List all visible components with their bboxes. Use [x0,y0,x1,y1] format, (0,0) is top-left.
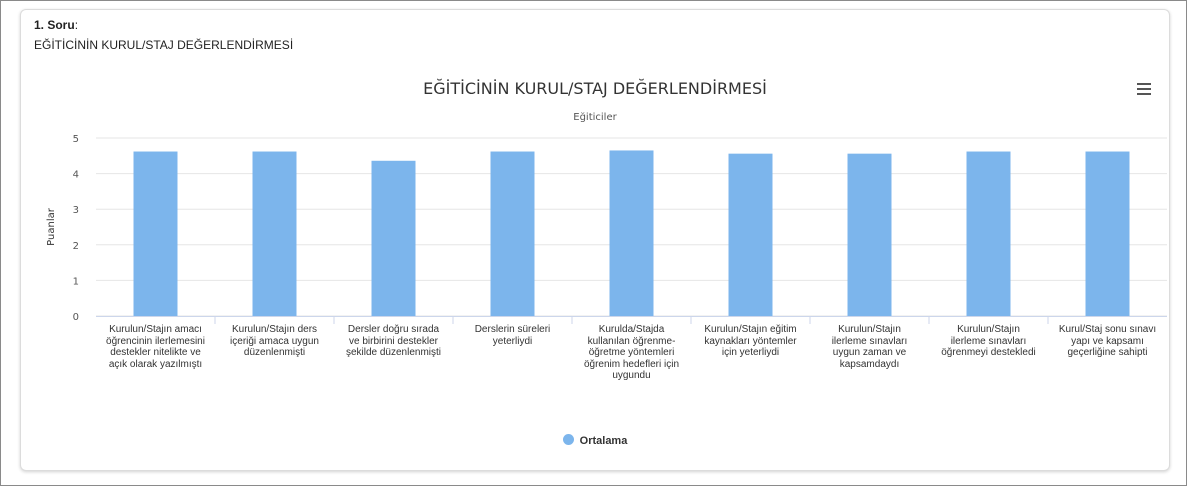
y-tick-label: 4 [73,170,79,181]
x-tick-label: Kurulun/Stajın amacı öğrencinin ilerleme… [106,324,205,370]
y-axis-label: Puanlar [46,207,57,246]
chart-container: EĞİTİCİNİN KURUL/STAJ DEĞERLENDİRMESİ Eği… [21,10,1169,470]
chart-title: EĞİTİCİNİN KURUL/STAJ DEĞERLENDİRMESİ [423,79,767,98]
x-tick-label: Derslerin süreleri yeterliydi [474,324,551,347]
bar-chart: EĞİTİCİNİN KURUL/STAJ DEĞERLENDİRMESİ Eği… [46,79,1167,324]
x-tick-label: Kurul/Staj sonu sınavı yapı ve kapsamı g… [1058,324,1157,358]
bar [252,151,297,316]
bar [728,153,773,316]
x-tick-label: Dersler doğru sırada ve birbirini destek… [345,324,442,358]
question-text: EĞİTİCİNİN KURUL/STAJ DEĞERLENDİRMESİ [34,38,294,52]
y-tick-label: 5 [73,134,79,145]
legend[interactable]: Ortalama [21,434,1169,447]
y-tick-label: 3 [73,205,79,216]
bar [490,151,535,316]
bar [609,150,654,316]
bar [371,160,416,316]
x-tick-label: Kurulun/Stajın ilerleme sınavları öğrenm… [941,324,1036,358]
bar [1085,151,1130,316]
question-number-suffix: : [74,18,79,32]
legend-label: Ortalama [579,435,628,447]
chart-subtitle: Eğiticiler [573,111,617,123]
hamburger-menu-icon[interactable] [1137,83,1151,95]
question-number: 1. Soru: [34,17,78,33]
question-number-label: 1. Soru [34,18,75,32]
x-tick-label: Kurulda/Stajda kullanılan öğrenme-öğretm… [583,324,680,381]
bar [966,151,1011,316]
y-tick-label: 1 [73,276,79,287]
x-tick-label: Kurulun/Stajın eğitim kaynakları yönteml… [704,324,797,358]
y-tick-label: 2 [73,241,79,252]
y-tick-label: 0 [73,312,79,323]
question-card: EĞİTİCİNİN KURUL/STAJ DEĞERLENDİRMESİ Eği… [20,9,1170,471]
x-tick-label: Kurulun/Stajın ilerleme sınavları uygun … [831,324,908,370]
bar [133,151,178,316]
legend-marker-icon [562,434,574,445]
bar [847,153,892,316]
x-tick-label: Kurulun/Stajın ders içeriği amaca uygun … [230,324,319,358]
